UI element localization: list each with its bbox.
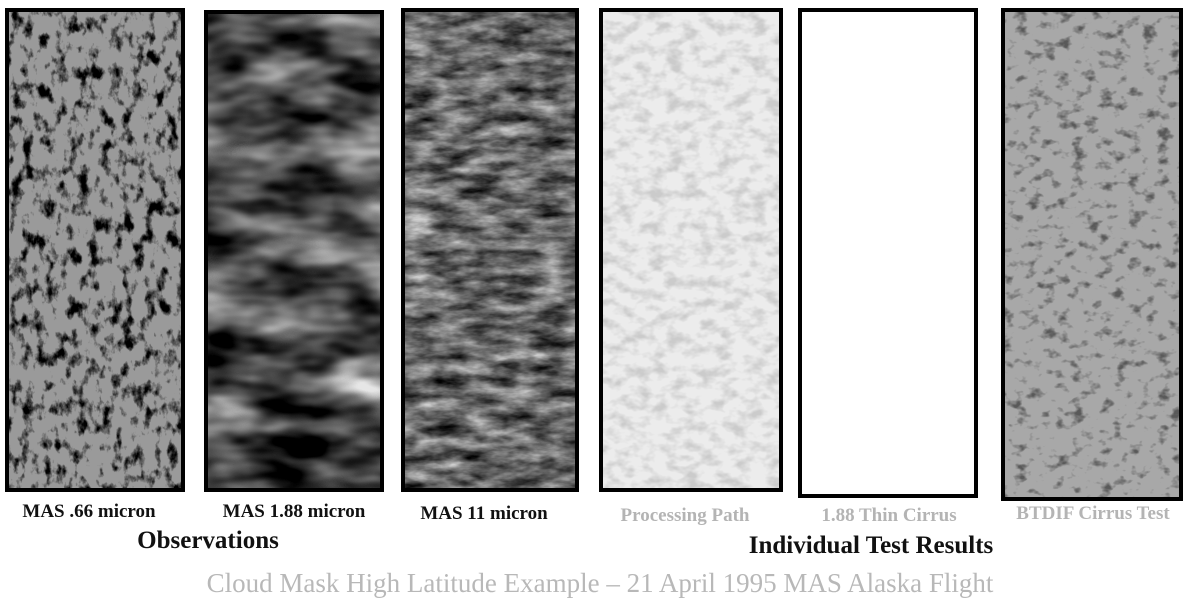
panel-label: 1.88 Thin Cirrus <box>821 505 956 526</box>
panel-label: MAS .66 micron <box>22 501 156 522</box>
figure: MAS .66 micron MAS 1.88 micron MAS 11 mi… <box>0 0 1202 604</box>
group-label: Individual Test Results <box>749 532 994 559</box>
panel-label: Processing Path <box>621 505 750 526</box>
image-texture <box>7 10 183 490</box>
image-panel <box>800 10 976 496</box>
panel-label: MAS 1.88 micron <box>223 501 366 522</box>
image-texture <box>601 10 781 490</box>
image-texture <box>206 12 382 490</box>
figure-page: MAS .66 micron MAS 1.88 micron MAS 11 mi… <box>0 0 1202 604</box>
panel-label: MAS 11 micron <box>420 503 548 524</box>
group-label: Observations <box>137 527 279 554</box>
panel-label: BTDIF Cirrus Test <box>1016 503 1170 524</box>
image-texture <box>403 10 577 490</box>
image-texture <box>1003 10 1181 499</box>
figure-caption: Cloud Mask High Latitude Example – 21 Ap… <box>207 568 994 598</box>
